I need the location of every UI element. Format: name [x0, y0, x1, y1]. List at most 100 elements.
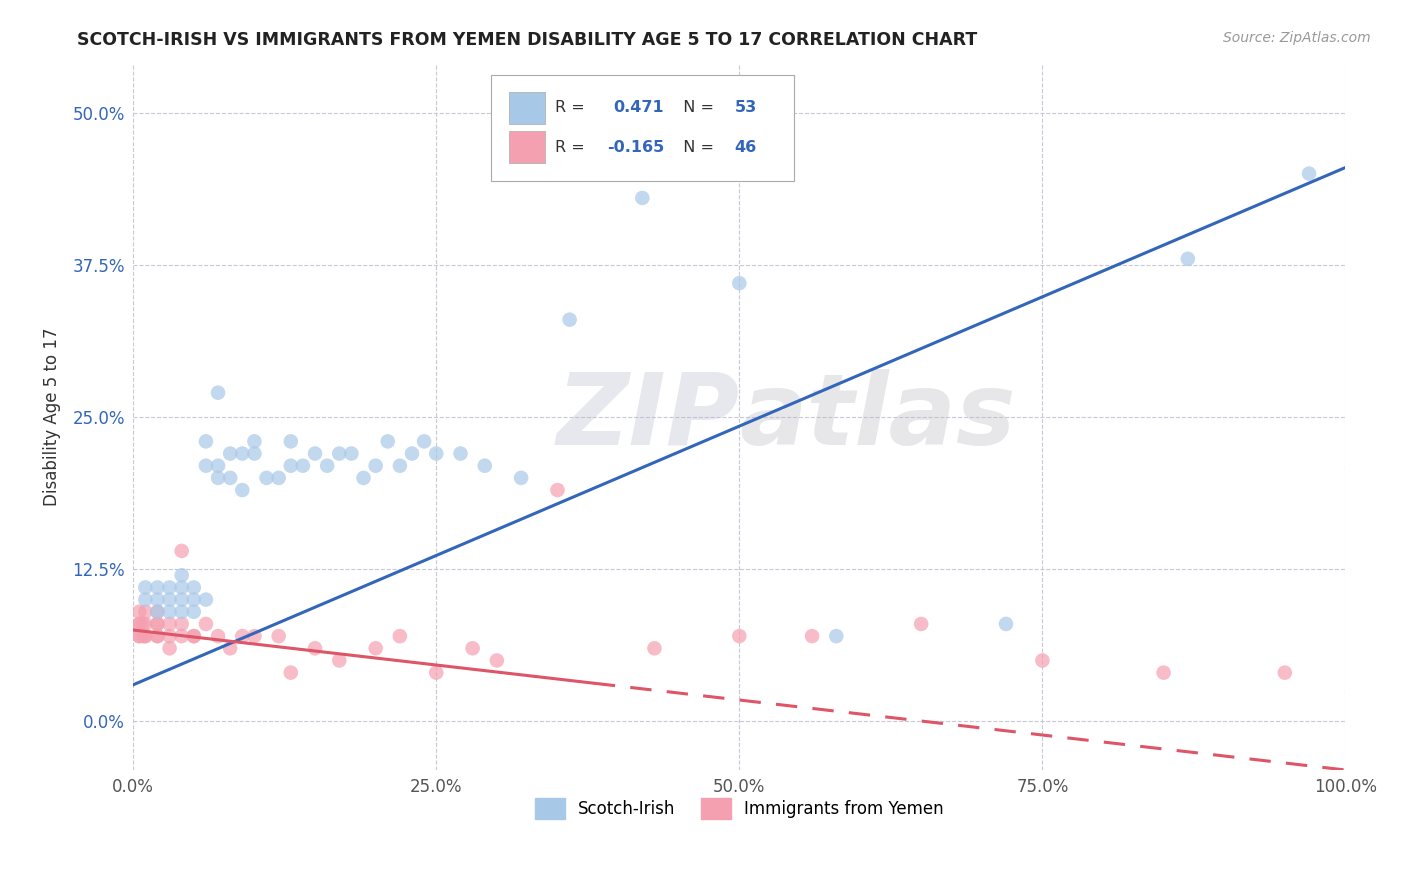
Point [364, 641, 387, 656]
Point [128, 629, 150, 643]
Point [231, 483, 253, 497]
Point [388, 458, 411, 473]
Point [219, 471, 242, 485]
Point [1153, 665, 1175, 680]
Point [377, 434, 399, 449]
Point [280, 434, 302, 449]
Point [170, 592, 193, 607]
Point [280, 665, 302, 680]
Point [401, 446, 423, 460]
Point [134, 581, 156, 595]
Point [219, 641, 242, 656]
Point [146, 592, 169, 607]
Point [231, 446, 253, 460]
Point [170, 581, 193, 595]
Point [485, 653, 508, 667]
Point [631, 191, 654, 205]
Text: 0.471: 0.471 [613, 100, 664, 115]
Point [364, 458, 387, 473]
Point [146, 616, 169, 631]
Point [128, 616, 150, 631]
Point [291, 458, 314, 473]
Y-axis label: Disability Age 5 to 17: Disability Age 5 to 17 [44, 327, 60, 507]
Point [134, 592, 156, 607]
Point [207, 458, 229, 473]
Point [159, 641, 181, 656]
Text: ZIP: ZIP [557, 368, 740, 466]
Point [170, 544, 193, 558]
Point [316, 458, 339, 473]
Text: Source: ZipAtlas.com: Source: ZipAtlas.com [1223, 31, 1371, 45]
Point [146, 605, 169, 619]
Point [159, 629, 181, 643]
Point [170, 605, 193, 619]
Text: 53: 53 [734, 100, 756, 115]
Text: R =: R = [555, 100, 595, 115]
Point [388, 629, 411, 643]
Point [207, 629, 229, 643]
Point [328, 446, 350, 460]
Legend: Scotch-Irish, Immigrants from Yemen: Scotch-Irish, Immigrants from Yemen [529, 791, 950, 825]
Point [183, 592, 205, 607]
Text: -0.165: -0.165 [607, 140, 665, 155]
Point [243, 434, 266, 449]
Point [219, 446, 242, 460]
Text: N =: N = [672, 140, 718, 155]
Point [183, 629, 205, 643]
Point [207, 471, 229, 485]
Point [256, 471, 278, 485]
Point [425, 446, 447, 460]
Point [159, 581, 181, 595]
Point [267, 629, 290, 643]
Point [183, 629, 205, 643]
Point [558, 312, 581, 326]
Point [128, 616, 150, 631]
Point [304, 641, 326, 656]
Point [267, 471, 290, 485]
Point [728, 629, 751, 643]
FancyBboxPatch shape [509, 131, 546, 163]
Point [146, 629, 169, 643]
Point [801, 629, 824, 643]
Point [728, 276, 751, 290]
Point [132, 629, 155, 643]
Text: N =: N = [672, 100, 718, 115]
Point [643, 641, 665, 656]
Point [243, 629, 266, 643]
Point [128, 605, 150, 619]
Point [995, 616, 1018, 631]
Point [304, 446, 326, 460]
FancyBboxPatch shape [509, 92, 546, 124]
Point [159, 592, 181, 607]
Text: R =: R = [555, 140, 591, 155]
Point [425, 665, 447, 680]
Point [183, 605, 205, 619]
Point [134, 616, 156, 631]
Point [280, 458, 302, 473]
Point [353, 471, 375, 485]
Point [340, 446, 363, 460]
Point [413, 434, 436, 449]
Point [194, 616, 217, 631]
Point [134, 629, 156, 643]
Point [134, 629, 156, 643]
Point [1177, 252, 1199, 266]
Point [170, 616, 193, 631]
Text: 46: 46 [734, 140, 756, 155]
Point [194, 434, 217, 449]
Point [132, 616, 155, 631]
Point [146, 616, 169, 631]
Point [546, 483, 568, 497]
Point [510, 471, 533, 485]
Point [128, 629, 150, 643]
Point [146, 629, 169, 643]
Point [474, 458, 496, 473]
Point [461, 641, 484, 656]
Point [194, 458, 217, 473]
Point [159, 605, 181, 619]
Point [159, 616, 181, 631]
Point [231, 629, 253, 643]
Point [1274, 665, 1296, 680]
Point [146, 605, 169, 619]
Point [1031, 653, 1053, 667]
